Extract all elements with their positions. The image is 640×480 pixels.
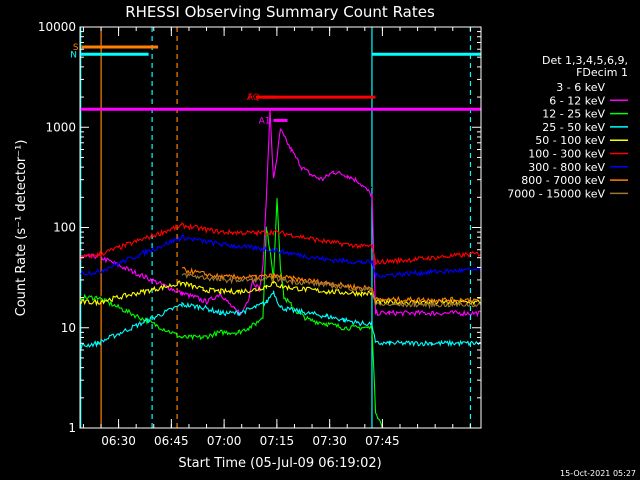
series-line (181, 267, 481, 304)
flag-bars: SN FAQ A1 (70, 43, 481, 126)
flag-label: AQ (247, 93, 260, 103)
legend-title: FDecim 1 (576, 66, 628, 79)
y-tick-label: 10 (61, 321, 76, 335)
series-line (80, 108, 481, 318)
legend-entry: 12 - 25 keV (542, 108, 605, 121)
series-line (80, 290, 481, 351)
legend-entry: 800 - 7000 keV (521, 174, 605, 187)
x-tick-label: 07:15 (260, 434, 295, 448)
series-line (80, 221, 481, 266)
flag-label: N (70, 50, 77, 60)
flag-label: A1 (259, 116, 271, 126)
chart-title: RHESSI Observing Summary Count Rates (125, 3, 435, 21)
x-tick-label: 07:45 (365, 434, 400, 448)
y-axis-label: Count Rate (s⁻¹ detector⁻¹) (14, 140, 29, 317)
legend-entry: 300 - 800 keV (528, 161, 605, 174)
legend-entry: 100 - 300 keV (528, 148, 605, 161)
legend-entry: 3 - 6 keV (556, 81, 605, 94)
series-lines (80, 108, 481, 428)
x-tick-label: 07:30 (312, 434, 347, 448)
x-tick-label: 06:45 (154, 434, 189, 448)
legend-entry: 6 - 12 keV (549, 94, 605, 107)
x-tick-label: 07:00 (207, 434, 242, 448)
series-line (80, 234, 481, 279)
series-line (80, 197, 383, 428)
series-line (181, 272, 481, 310)
y-tick-label: 1000 (45, 120, 76, 134)
legend-entry: 25 - 50 keV (542, 121, 605, 134)
x-axis-label: Start Time (05-Jul-09 06:19:02) (178, 456, 381, 471)
legend-entry: 7000 - 15000 keV (507, 187, 605, 200)
y-tick-label: 10000 (38, 20, 76, 34)
flag-label: S (73, 43, 79, 53)
legend-entry: 50 - 100 keV (535, 134, 605, 147)
y-tick-label: 100 (53, 221, 76, 235)
flag-label: F (248, 93, 253, 103)
boundary-lines (80, 27, 472, 428)
axes: 1 10 100 1000 10000 06:30 06:45 07:00 07:15 07:30… (38, 20, 481, 448)
x-tick-label: 06:30 (101, 434, 136, 448)
footer-date: 15-Oct-2021 05:27 (560, 469, 636, 478)
legend-title: Det 1,3,4,5,6,9, (542, 54, 628, 67)
y-tick-label: 1 (68, 421, 76, 435)
